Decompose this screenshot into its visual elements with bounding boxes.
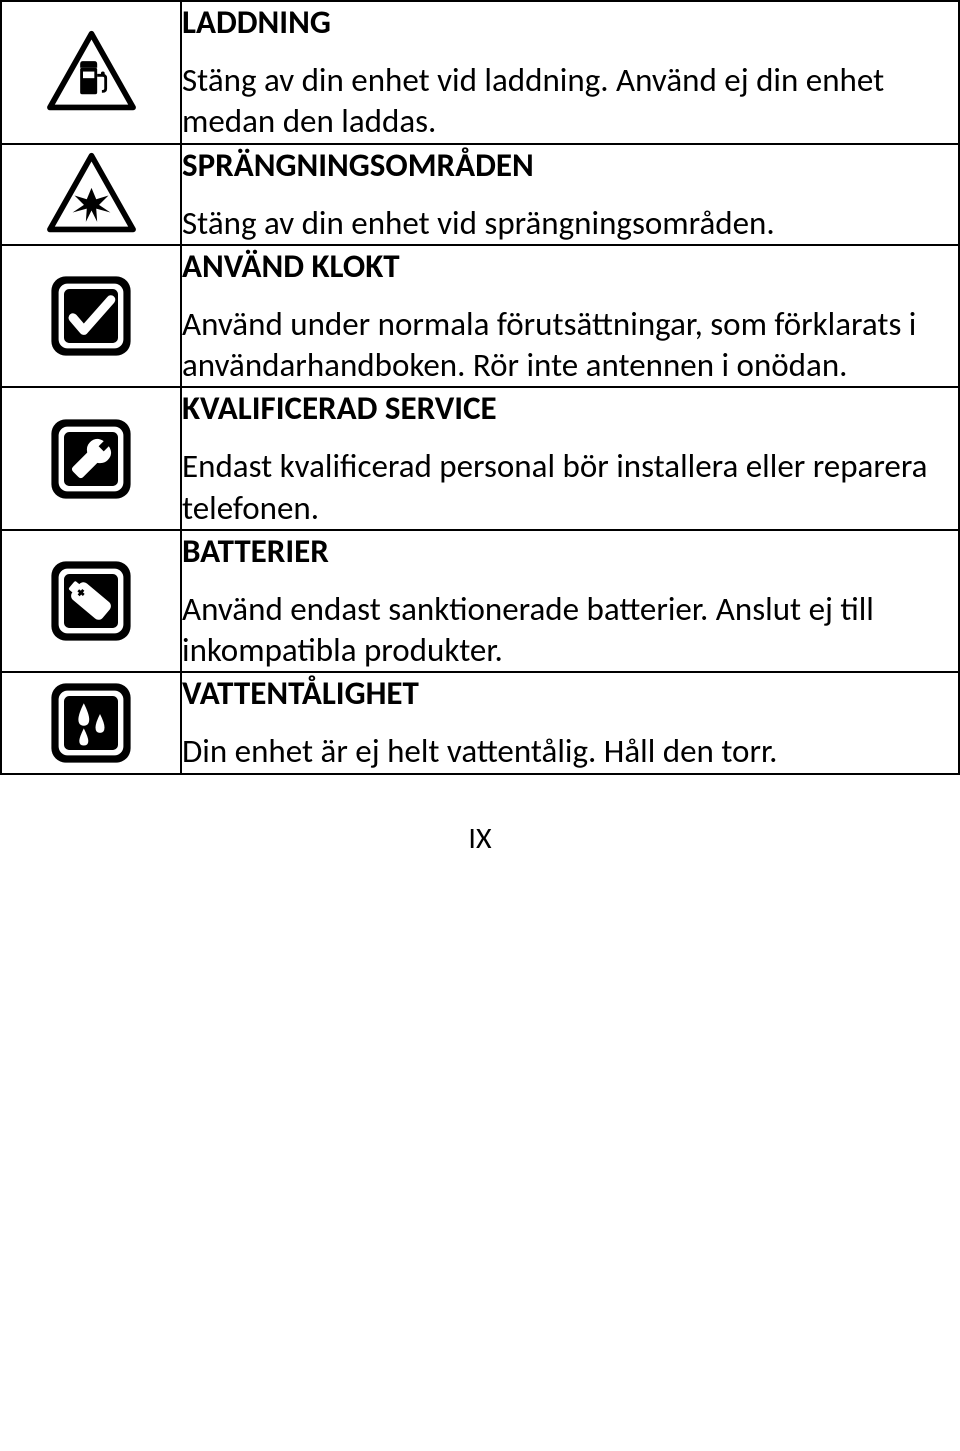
icon-cell (1, 672, 181, 773)
battery-icon (46, 556, 136, 646)
section-title: KVALIFICERAD SERVICE (182, 388, 958, 428)
text-cell: ANVÄND KLOKT Använd under normala föruts… (181, 245, 959, 388)
section-title: VATTENTÅLIGHET (182, 673, 958, 713)
table-row: LADDNING Stäng av din enhet vid laddning… (1, 1, 959, 144)
wrench-icon (46, 414, 136, 504)
icon-cell (1, 245, 181, 388)
section-body: Endast kvalificerad personal bör install… (182, 446, 958, 529)
section-body: Använd endast sanktionerade batterier. A… (182, 589, 958, 672)
section-title: SPRÄNGNINGSOMRÅDEN (182, 145, 958, 185)
icon-cell (1, 387, 181, 530)
explosion-warning-icon (44, 152, 139, 237)
safety-warnings-table: LADDNING Stäng av din enhet vid laddning… (0, 0, 960, 775)
table-row: VATTENTÅLIGHET Din enhet är ej helt vatt… (1, 672, 959, 773)
table-row: SPRÄNGNINGSOMRÅDEN Stäng av din enhet vi… (1, 144, 959, 245)
fuel-warning-icon (44, 30, 139, 115)
section-title: ANVÄND KLOKT (182, 246, 958, 286)
section-body: Använd under normala förutsättningar, so… (182, 304, 958, 387)
icon-cell (1, 530, 181, 673)
text-cell: LADDNING Stäng av din enhet vid laddning… (181, 1, 959, 144)
section-body: Din enhet är ej helt vattentålig. Håll d… (182, 731, 958, 772)
table-row: ANVÄND KLOKT Använd under normala föruts… (1, 245, 959, 388)
text-cell: BATTERIER Använd endast sanktionerade ba… (181, 530, 959, 673)
checkmark-icon (46, 271, 136, 361)
table-row: KVALIFICERAD SERVICE Endast kvalificerad… (1, 387, 959, 530)
text-cell: KVALIFICERAD SERVICE Endast kvalificerad… (181, 387, 959, 530)
section-body: Stäng av din enhet vid laddning. Använd … (182, 60, 958, 143)
page-number: IX (0, 820, 960, 857)
icon-cell (1, 1, 181, 144)
table-row: BATTERIER Använd endast sanktionerade ba… (1, 530, 959, 673)
icon-cell (1, 144, 181, 245)
section-body: Stäng av din enhet vid sprängningsområde… (182, 203, 958, 244)
section-title: LADDNING (182, 2, 958, 42)
water-drops-icon (46, 678, 136, 768)
section-title: BATTERIER (182, 531, 958, 571)
text-cell: SPRÄNGNINGSOMRÅDEN Stäng av din enhet vi… (181, 144, 959, 245)
text-cell: VATTENTÅLIGHET Din enhet är ej helt vatt… (181, 672, 959, 773)
